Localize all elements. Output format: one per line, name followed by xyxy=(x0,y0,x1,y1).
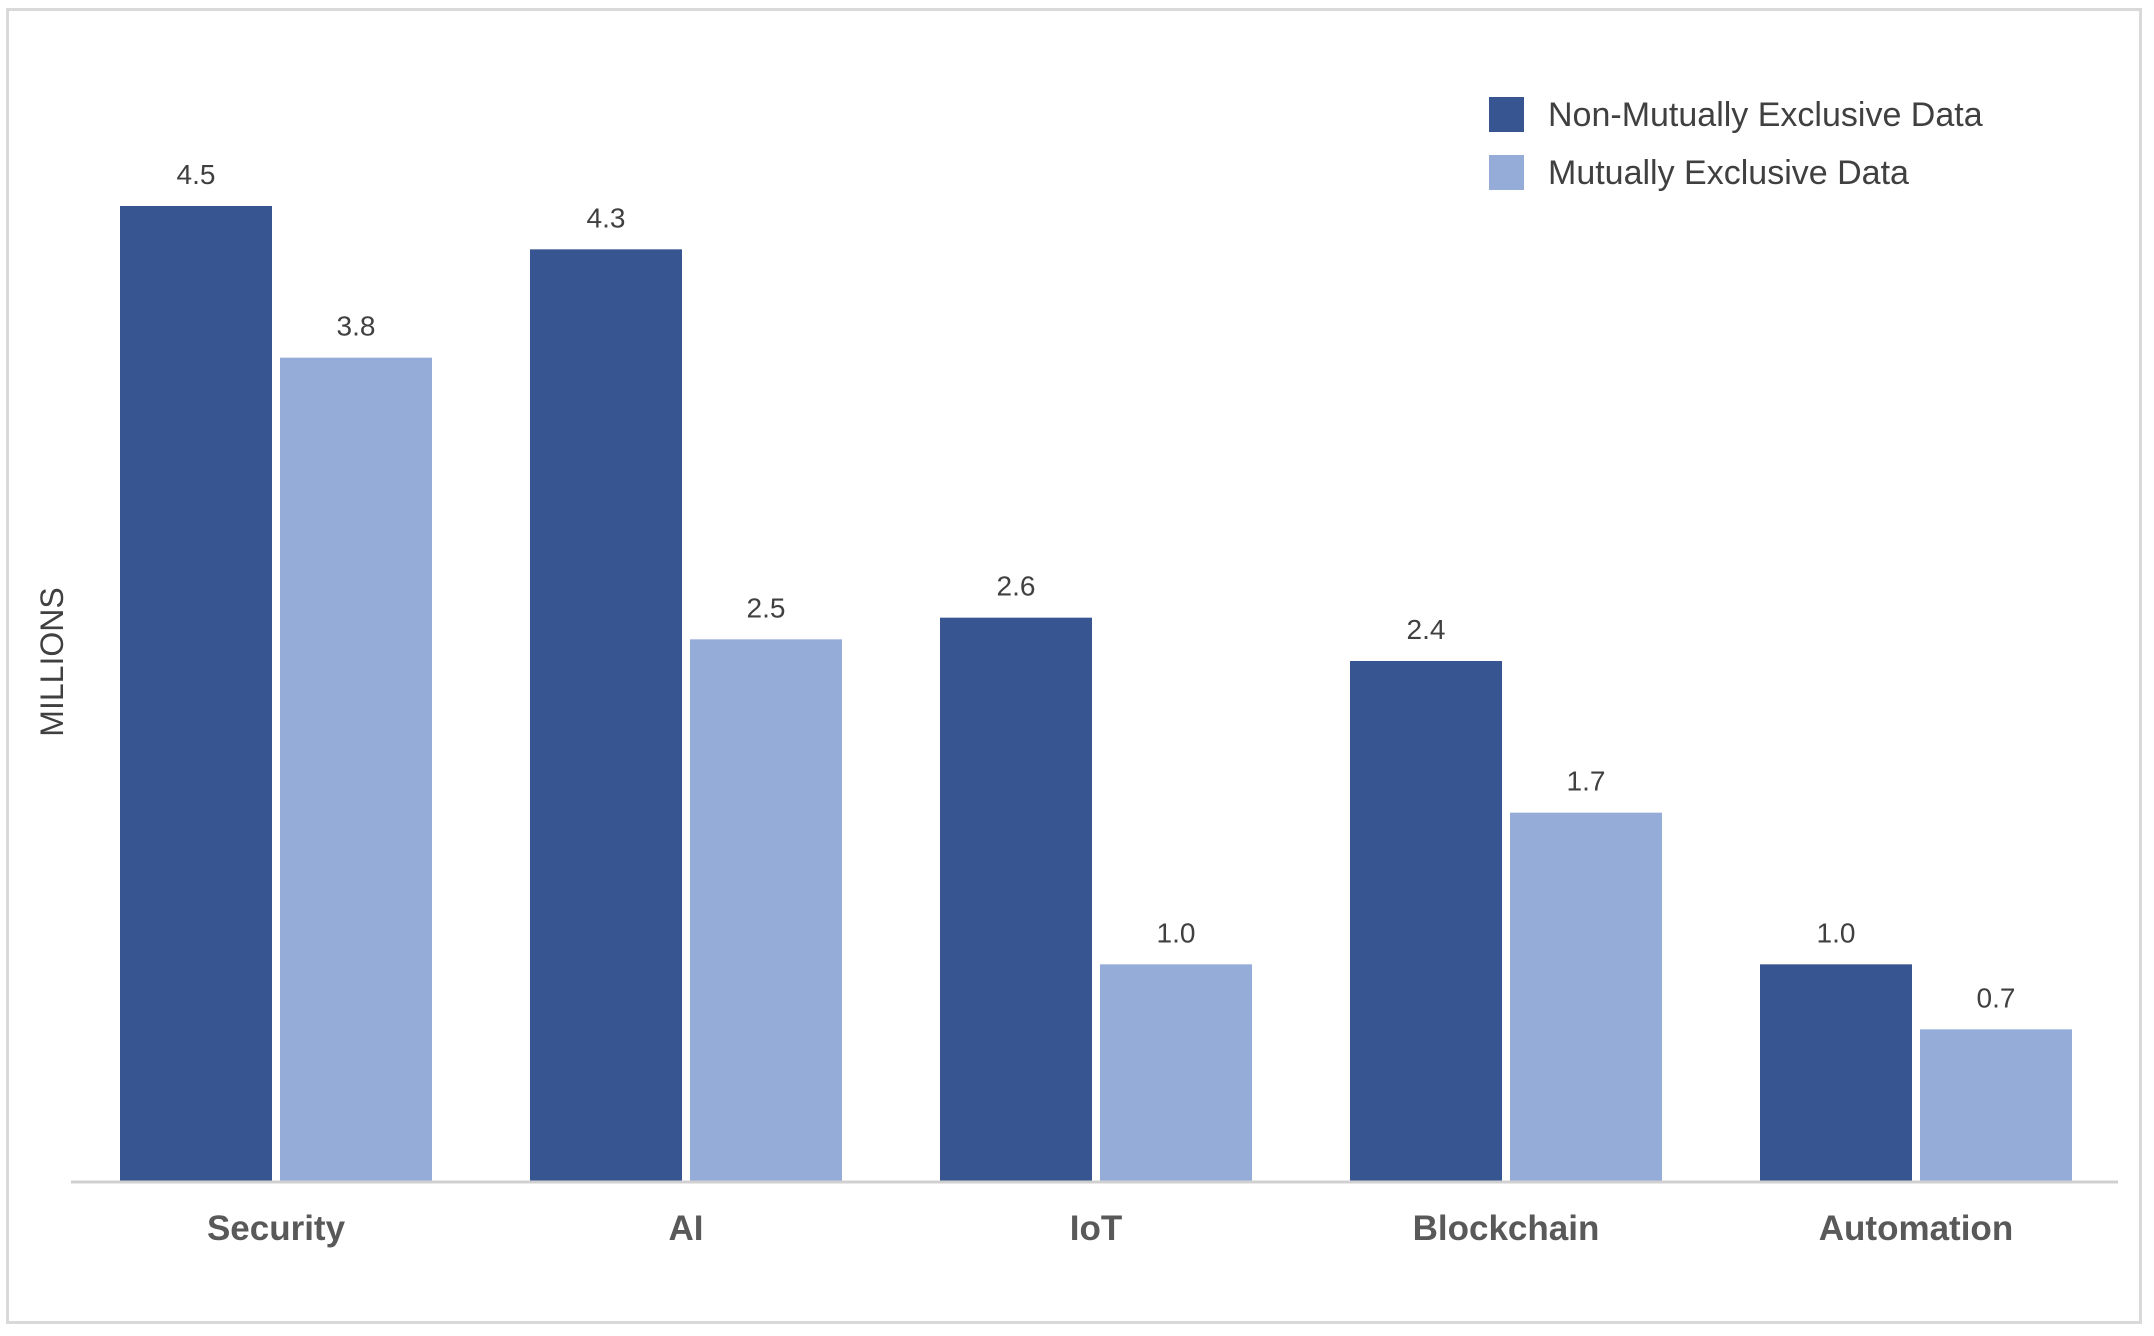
value-label-iot-mutually-exclusive-data: 1.0 xyxy=(1157,917,1196,948)
value-label-blockchain-non-mutually-exclusive-data: 2.4 xyxy=(1407,614,1446,645)
category-label-blockchain: Blockchain xyxy=(1413,1209,1600,1248)
legend-swatch-mutually-exclusive xyxy=(1489,155,1524,190)
bars-group xyxy=(120,206,2072,1182)
bar-iot-mutually-exclusive-data xyxy=(1100,964,1252,1181)
legend-item-mutually-exclusive: Mutually Exclusive Data xyxy=(1489,154,1909,192)
value-label-blockchain-mutually-exclusive-data: 1.7 xyxy=(1567,766,1606,797)
value-label-automation-non-mutually-exclusive-data: 1.0 xyxy=(1817,917,1856,948)
value-label-security-mutually-exclusive-data: 3.8 xyxy=(337,311,376,342)
bar-automation-mutually-exclusive-data xyxy=(1920,1029,2072,1181)
category-label-security: Security xyxy=(207,1209,346,1248)
bar-blockchain-non-mutually-exclusive-data xyxy=(1350,661,1502,1181)
bar-blockchain-mutually-exclusive-data xyxy=(1510,812,1662,1181)
value-label-ai-non-mutually-exclusive-data: 4.3 xyxy=(587,202,626,233)
category-labels-group: Security AI IoT Blockchain Automation xyxy=(207,1209,2013,1248)
value-label-security-non-mutually-exclusive-data: 4.5 xyxy=(177,159,216,190)
bar-automation-non-mutually-exclusive-data xyxy=(1760,964,1912,1181)
category-label-automation: Automation xyxy=(1819,1209,2013,1248)
bar-security-non-mutually-exclusive-data xyxy=(120,206,272,1181)
bar-security-mutually-exclusive-data xyxy=(280,357,432,1182)
y-axis-label: MILLIONS xyxy=(34,587,70,736)
bar-ai-mutually-exclusive-data xyxy=(690,639,842,1181)
value-label-iot-non-mutually-exclusive-data: 2.6 xyxy=(997,571,1036,602)
bar-ai-non-mutually-exclusive-data xyxy=(530,249,682,1182)
legend-label-mutually-exclusive: Mutually Exclusive Data xyxy=(1548,154,1909,192)
legend: Non-Mutually Exclusive Data Mutually Exc… xyxy=(1489,96,1983,192)
value-label-ai-mutually-exclusive-data: 2.5 xyxy=(747,592,786,623)
legend-item-non-mutually-exclusive: Non-Mutually Exclusive Data xyxy=(1489,96,1983,134)
bar-iot-non-mutually-exclusive-data xyxy=(940,617,1092,1181)
category-label-ai: AI xyxy=(669,1209,704,1248)
value-label-automation-mutually-exclusive-data: 0.7 xyxy=(1977,982,2016,1013)
category-label-iot: IoT xyxy=(1070,1209,1122,1248)
legend-swatch-non-mutually-exclusive xyxy=(1489,97,1524,132)
legend-label-non-mutually-exclusive: Non-Mutually Exclusive Data xyxy=(1548,96,1983,134)
value-labels-group: 4.5 3.8 4.3 2.5 2.6 1.0 2.4 1.7 1.0 0.7 xyxy=(177,159,2016,1013)
